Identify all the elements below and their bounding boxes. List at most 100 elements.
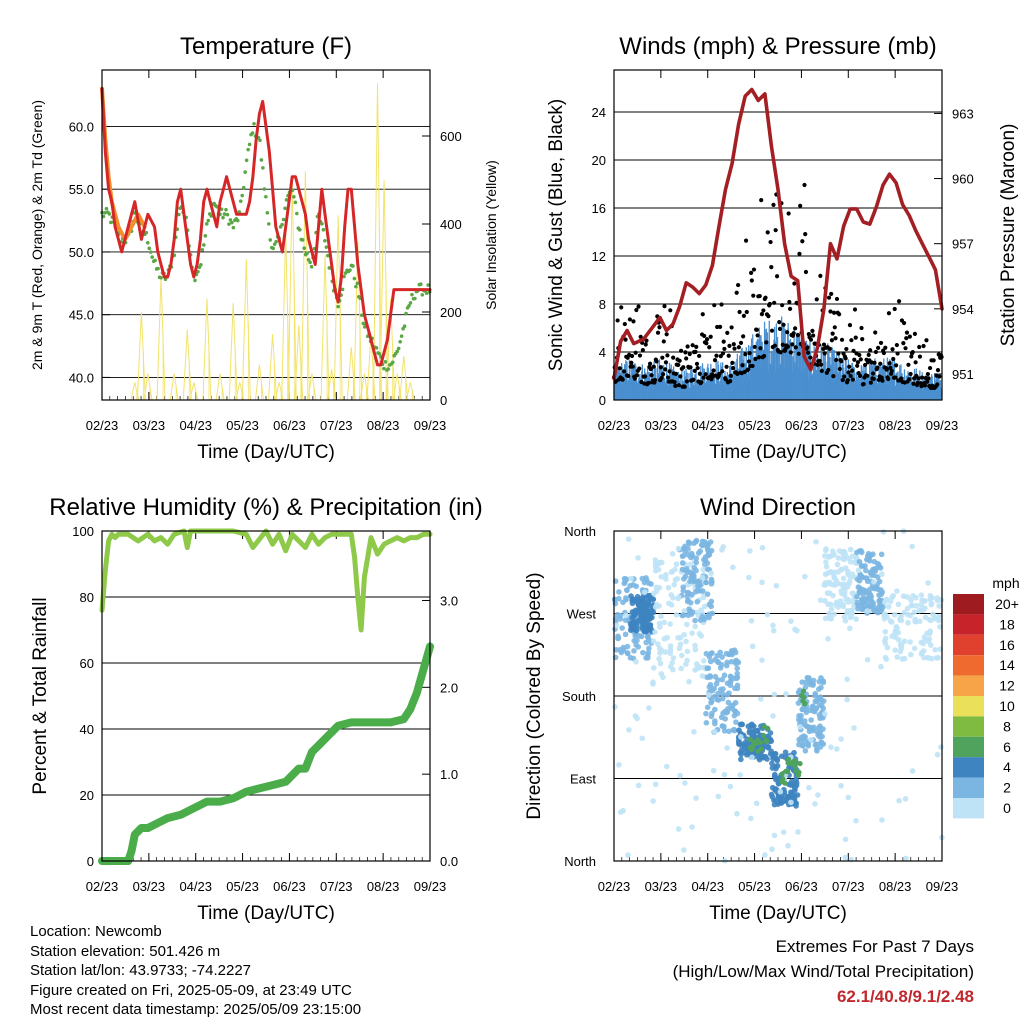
- direction-point: [774, 756, 781, 762]
- dewpoint-point: [148, 250, 153, 254]
- direction-point: [880, 604, 886, 610]
- dewpoint-point: [261, 166, 265, 170]
- dewpoint-point: [386, 367, 391, 371]
- gust-point: [858, 357, 863, 362]
- dewpoint-point: [206, 218, 211, 223]
- direction-point: [853, 616, 859, 623]
- direction-point: [643, 639, 649, 646]
- direction-point: [769, 846, 775, 853]
- direction-point: [882, 629, 889, 635]
- direction-point-fast: [785, 760, 791, 766]
- solar-spike: [182, 329, 192, 401]
- direction-point: [866, 590, 873, 597]
- direction-point: [772, 750, 779, 757]
- direction-point: [897, 615, 903, 622]
- direction-point: [624, 643, 631, 650]
- direction-point: [807, 679, 813, 686]
- gust-point: [660, 372, 666, 377]
- gust-point: [894, 342, 899, 348]
- wind-xtick-label: 08/23: [879, 418, 912, 433]
- gust-point: [725, 330, 730, 336]
- gust-point: [875, 365, 880, 370]
- gust-point: [668, 308, 673, 313]
- gust-point: [797, 251, 802, 256]
- direction-point: [632, 610, 639, 617]
- gust-point: [751, 267, 757, 272]
- dewpoint-point: [297, 228, 302, 232]
- gust-point: [871, 376, 876, 382]
- dewpoint-point: [240, 193, 245, 198]
- gust-point: [657, 325, 662, 330]
- humidity-series: [99, 528, 433, 633]
- direction-point: [871, 579, 877, 585]
- direction-point: [823, 546, 829, 552]
- direction-point: [651, 590, 657, 597]
- gust-point: [699, 380, 704, 385]
- solar-spike: [405, 382, 415, 401]
- direction-point: [731, 726, 737, 733]
- direction-point: [896, 797, 902, 804]
- gust-point: [687, 351, 692, 357]
- direction-point: [667, 647, 674, 653]
- gust-point: [627, 317, 632, 322]
- gust-point: [935, 368, 941, 373]
- direction-point: [652, 629, 658, 635]
- direction-point: [677, 772, 683, 779]
- gust-point: [855, 360, 861, 365]
- direction-point: [909, 602, 916, 609]
- gust-point: [726, 353, 731, 358]
- direction-point: [846, 578, 853, 585]
- direction-point: [759, 544, 766, 551]
- direction-point: [621, 575, 628, 582]
- gust-point: [671, 355, 676, 360]
- direction-point: [795, 829, 801, 835]
- direction-point: [680, 847, 687, 853]
- gust-point: [761, 308, 766, 313]
- direction-point: [677, 641, 684, 647]
- dewpoint-point: [147, 246, 152, 251]
- direction-point: [674, 575, 681, 582]
- direction-point: [628, 575, 634, 582]
- direction-point: [883, 656, 890, 662]
- direction-point: [731, 647, 738, 653]
- dewpoint-point: [159, 275, 163, 280]
- direction-point: [657, 650, 663, 656]
- temp-title: Temperature (F): [180, 33, 352, 60]
- direction-point: [831, 611, 837, 617]
- direction-point: [785, 842, 791, 849]
- dewpoint-point: [300, 238, 305, 242]
- direction-point: [622, 631, 629, 638]
- direction-point: [667, 621, 673, 627]
- gust-point: [737, 309, 742, 315]
- wind-xtick-label: 06/23: [785, 418, 818, 433]
- gust-point: [681, 365, 686, 370]
- info-latlon: Station lat/lon: 43.9733; -74.2227: [30, 962, 252, 979]
- direction-point: [635, 606, 642, 613]
- direction-point: [771, 691, 778, 698]
- direction-point: [879, 817, 885, 823]
- gust-point: [778, 350, 783, 355]
- gust-point: [781, 322, 786, 327]
- gust-point: [769, 265, 774, 270]
- direction-point: [822, 597, 828, 604]
- direction-point: [635, 782, 642, 789]
- direction-point: [635, 602, 642, 608]
- direction-point: [724, 745, 730, 751]
- dewpoint-point: [225, 212, 230, 217]
- direction-point: [717, 686, 724, 693]
- direction-point: [686, 678, 692, 685]
- wind-ytick-label: 8: [599, 297, 606, 312]
- legend-label: 4: [1003, 759, 1011, 775]
- direction-point: [688, 611, 695, 617]
- direction-point: [706, 551, 713, 558]
- solar-spike: [320, 254, 330, 401]
- gust-point: [894, 363, 899, 368]
- direction-point: [826, 613, 833, 620]
- direction-point: [624, 650, 631, 656]
- temp-y2tick-label: 200: [440, 305, 462, 320]
- direction-point: [640, 649, 646, 656]
- direction-point: [762, 852, 768, 858]
- direction-point: [911, 645, 918, 652]
- direction-point: [792, 800, 799, 807]
- rh-ytick-label: 0: [87, 854, 94, 869]
